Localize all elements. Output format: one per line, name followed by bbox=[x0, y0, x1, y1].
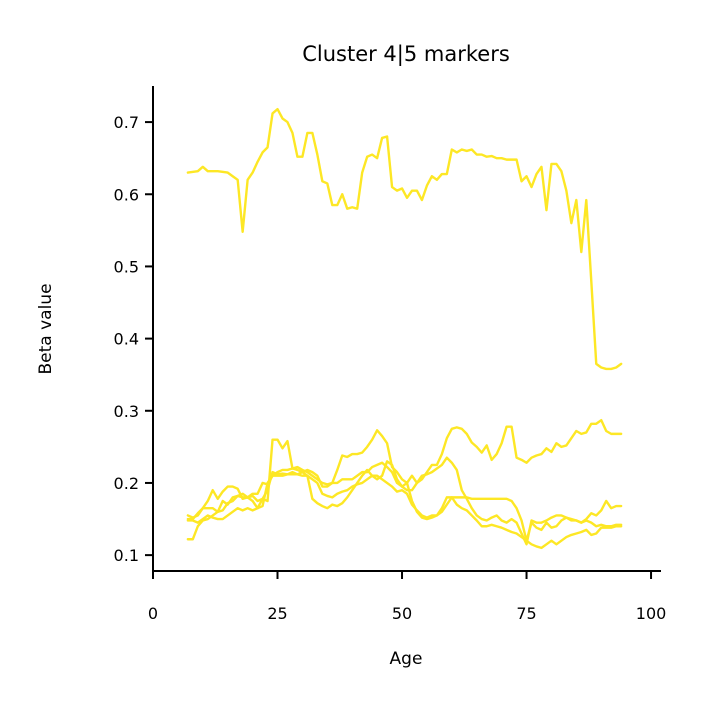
x-tick-label: 100 bbox=[636, 604, 667, 623]
x-tick-label: 25 bbox=[267, 604, 287, 623]
y-tick-label: 0.6 bbox=[114, 185, 139, 204]
chart-title: Cluster 4|5 markers bbox=[302, 42, 510, 67]
y-tick-label: 0.3 bbox=[114, 402, 139, 421]
y-tick-label: 0.7 bbox=[114, 113, 139, 132]
y-tick-label: 0.2 bbox=[114, 474, 139, 493]
y-tick-label: 0.4 bbox=[114, 330, 139, 349]
plot-lines bbox=[186, 107, 623, 550]
series-line-1 bbox=[186, 107, 623, 371]
series-line-4 bbox=[186, 456, 623, 546]
y-axis-label: Beta value bbox=[36, 283, 56, 374]
series-line-2 bbox=[186, 418, 623, 519]
x-tick-label: 50 bbox=[392, 604, 412, 623]
x-tick-label: 0 bbox=[148, 604, 158, 623]
x-axis-label: Age bbox=[390, 649, 423, 669]
x-axis-ticks: 0 25 50 75 100 bbox=[148, 571, 666, 623]
x-tick-label: 75 bbox=[516, 604, 536, 623]
y-tick-label: 0.1 bbox=[114, 546, 139, 565]
y-tick-label: 0.5 bbox=[114, 257, 139, 276]
series-line-3 bbox=[186, 460, 623, 542]
series-line-5 bbox=[186, 473, 623, 550]
y-axis-ticks: 0.1 0.2 0.3 0.4 0.5 0.6 0.7 bbox=[114, 113, 153, 565]
